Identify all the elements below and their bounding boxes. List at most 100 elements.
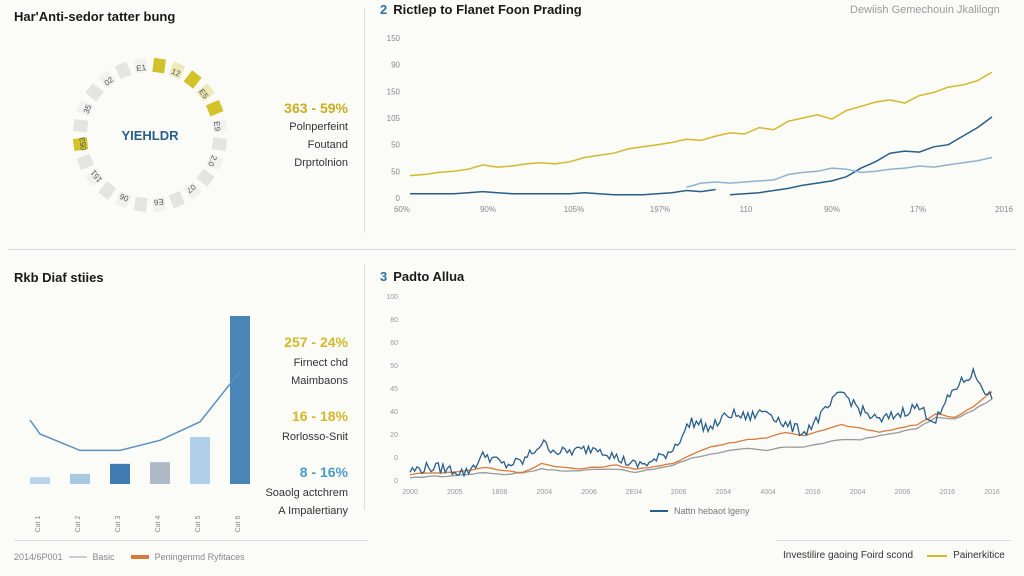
ring-segment bbox=[196, 83, 215, 102]
ring-tick-label: 053 bbox=[78, 136, 89, 151]
legend-swatch-basic bbox=[68, 556, 87, 558]
bar-chart: Cat 1 Cat 2 Cat 3 Cat 4 Cat 5 Cat 6 bbox=[29, 316, 250, 533]
series-line-grey bbox=[409, 398, 993, 479]
footer-legend: Investilire gaoing Foird scond Painerkit… bbox=[783, 550, 1005, 561]
x-tick-label: 2004 bbox=[537, 489, 553, 496]
y-tick-label: 150 bbox=[387, 34, 401, 43]
legend-label-orange: Peningenmd Ryfitaces bbox=[154, 552, 245, 562]
callout-line: Polnperfeint bbox=[289, 121, 348, 133]
legend-label-basic: Basic bbox=[92, 552, 115, 562]
trend-line bbox=[29, 370, 241, 452]
y-tick-label: 0 bbox=[394, 478, 398, 485]
x-tick-label: 90% bbox=[480, 205, 496, 214]
x-tick-label: 2016 bbox=[805, 489, 821, 496]
y-tick-label: 150 bbox=[387, 87, 401, 96]
x-tick-label: 2016 bbox=[939, 489, 955, 496]
x-tick-label: 2006 bbox=[895, 489, 911, 496]
ring-segment-block bbox=[183, 181, 202, 200]
bar-category-label: Cat 1 bbox=[35, 516, 42, 533]
ring-segment-block bbox=[152, 57, 166, 74]
ring-segment-block bbox=[98, 181, 117, 200]
y-tick-label: 80 bbox=[390, 317, 398, 324]
ring-segment bbox=[152, 196, 166, 213]
panel4-title-text: Padto Allua bbox=[393, 269, 465, 284]
panel1-title: Har'Anti-sedor tatter bung bbox=[14, 9, 176, 24]
line-chart-growth: 150 90 150 105 50 50 0 60% 90% 105% 197% 110 90% 17% 2… bbox=[387, 34, 1014, 214]
ring-segment bbox=[76, 153, 95, 171]
series-line-painerkitice bbox=[409, 71, 993, 177]
panel4-title: 3 Padto Allua bbox=[380, 269, 464, 284]
legend-code: 2014/6P001 bbox=[14, 552, 63, 562]
x-tick-label: 90% bbox=[824, 205, 840, 214]
ring-segment-block bbox=[152, 196, 166, 213]
y-tick-label: 0 bbox=[396, 194, 401, 203]
ring-segment bbox=[114, 190, 132, 209]
ring-segment-block bbox=[72, 137, 89, 151]
series-line-blue bbox=[409, 366, 993, 478]
footer-divider-right bbox=[776, 540, 1011, 541]
bar bbox=[30, 477, 50, 484]
ring-segment bbox=[134, 57, 148, 74]
ring-segment-block bbox=[168, 61, 186, 80]
ring-segment bbox=[205, 99, 224, 117]
ring-segment bbox=[152, 57, 166, 74]
ring-segment bbox=[85, 83, 104, 102]
footer-legend-left-label: Investilire gaoing Foird scond bbox=[783, 550, 914, 561]
ring-segment bbox=[196, 168, 215, 187]
bar-category-label: Cat 2 bbox=[75, 516, 82, 533]
bar-category-label: Cat 4 bbox=[155, 516, 162, 533]
ring-segment-block bbox=[114, 61, 132, 80]
ring-segment bbox=[76, 99, 95, 117]
panel3-title: Rkb Diaf stiies bbox=[14, 270, 104, 285]
x-tick-label: 2006 bbox=[581, 489, 597, 496]
callout-line: A Impalertiany bbox=[278, 505, 348, 517]
x-tick-label: 17% bbox=[910, 205, 926, 214]
x-tick-label: 2016 bbox=[995, 205, 1013, 214]
callout-line: Rorlosso-Snit bbox=[281, 431, 348, 443]
ring-segment bbox=[85, 168, 104, 187]
x-tick-label: 2005 bbox=[447, 489, 463, 496]
callout-range: 257 - 24% bbox=[284, 334, 348, 350]
x-tick-label: 2054 bbox=[716, 489, 732, 496]
legend-swatch-orange bbox=[130, 555, 149, 559]
callout-line: Firnect chd bbox=[293, 357, 348, 369]
y-tick-label: 50 bbox=[390, 363, 398, 370]
ring-tick-label: 12 bbox=[170, 67, 182, 79]
y-tick-label: 60 bbox=[390, 340, 398, 347]
footer-legend-right-label: Painerkitice bbox=[953, 550, 1005, 561]
x-tick-label: 105% bbox=[564, 205, 584, 214]
ring-tick-label: 35 bbox=[82, 103, 94, 115]
ring-segment bbox=[98, 70, 117, 89]
x-tick-label: 60% bbox=[394, 205, 410, 214]
legend-swatch-blue bbox=[650, 510, 668, 512]
ring-center-label: YIEHLDR bbox=[121, 128, 179, 143]
x-tick-label: 2E04 bbox=[626, 489, 642, 496]
panel4-number: 3 bbox=[380, 269, 388, 284]
x-tick-label: 4004 bbox=[760, 489, 776, 496]
ring-segment-block bbox=[76, 153, 95, 171]
bar bbox=[190, 436, 210, 484]
ring-segment-block bbox=[114, 190, 132, 209]
x-tick-label: 1808 bbox=[492, 489, 508, 496]
ring-segment bbox=[98, 181, 117, 200]
ring-tick-label: E9 bbox=[212, 121, 222, 132]
series-line-series-b bbox=[730, 116, 993, 196]
ring-segment bbox=[211, 119, 228, 133]
y-tick-label: 105 bbox=[387, 114, 401, 123]
vertical-divider-top bbox=[364, 8, 365, 233]
bar-category-label: Cat 5 bbox=[195, 516, 202, 533]
panel2-title: 2 Rictlep to Flanet Foon Prading bbox=[380, 2, 582, 17]
ring-segment-block bbox=[134, 57, 148, 74]
ring-segment bbox=[72, 137, 89, 151]
ring-segment bbox=[114, 61, 132, 80]
bar bbox=[70, 473, 90, 484]
y-tick-label: 0 bbox=[394, 455, 398, 462]
ring-segment-block bbox=[196, 168, 215, 187]
y-tick-label: 20 bbox=[390, 432, 398, 439]
ring-segment-block bbox=[168, 190, 186, 209]
series-line-nattn-hebaot-lgeny bbox=[410, 188, 716, 196]
panel2-title-text: Rictlep to Flanet Foon Prading bbox=[393, 2, 582, 17]
legend-label-blue: Nattn hebaot lgeny bbox=[674, 506, 750, 516]
ring-segment-block bbox=[85, 83, 104, 102]
